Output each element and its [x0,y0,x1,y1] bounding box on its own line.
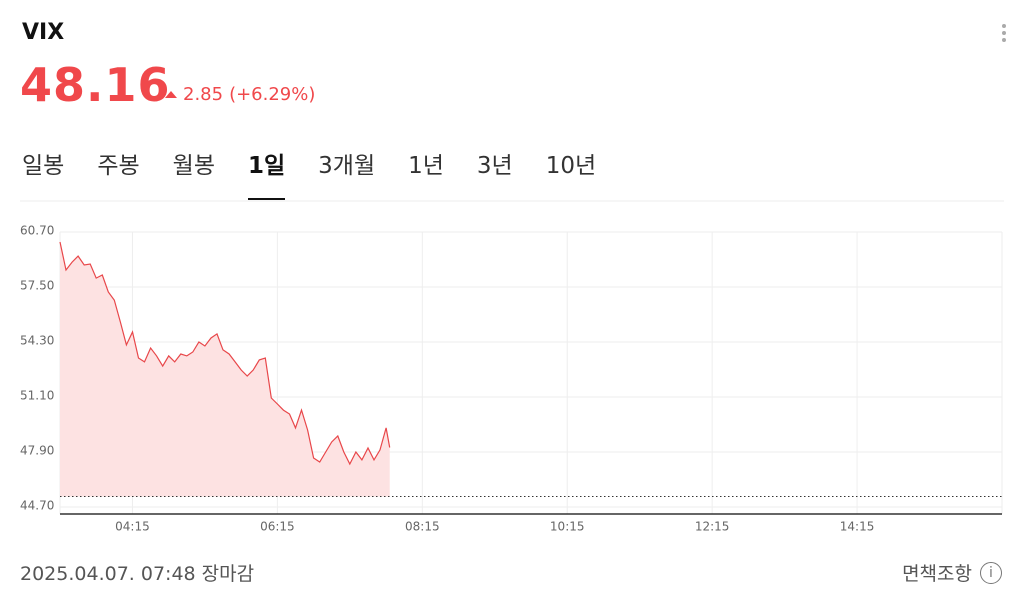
tab[interactable]: 3년 [476,153,513,179]
status: 장마감 [201,563,255,585]
change: 2.85 (+6.29%) [165,84,315,105]
x-tick-label: 06:15 [260,520,295,534]
symbol: VIX [22,20,65,45]
change-pct: (+6.29%) [229,84,316,105]
area [60,242,390,497]
y-tick-label: 54.30 [20,334,54,348]
tab[interactable]: 일봉 [22,153,65,179]
x-tick-label: 08:15 [405,520,440,534]
x-tick-label: 12:15 [695,520,730,534]
tab[interactable]: 주봉 [97,153,140,179]
tabs: 일봉 주봉 월봉 1일 3개월 1년 3년 10년 [22,146,596,200]
tab[interactable]: 1년 [408,153,444,179]
y-tick-label: 47.90 [20,444,54,458]
up-arrow [165,91,177,98]
disclaimer[interactable]: 면책조항 i [902,559,1002,586]
timestamp: 2025.04.07. 07:48 [20,563,196,585]
tab[interactable]: 3개월 [318,153,376,179]
y-tick-label: 51.10 [20,389,54,403]
change-value: 2.85 [183,84,224,105]
x-tick-label: 14:15 [840,520,875,534]
menu[interactable] [1002,24,1006,42]
price-line [59,241,391,466]
x-tick-label: 04:15 [115,520,150,534]
x-tick-label: 10:15 [550,520,585,534]
y-tick-label: 60.70 [20,224,54,238]
footer: 2025.04.07. 07:48 장마감 [20,559,254,586]
info-icon[interactable]: i [980,561,1002,584]
tab[interactable]: 월봉 [172,153,215,179]
tab[interactable]: 1일 [247,146,286,200]
price: 48.16 [20,58,171,112]
y-tick-label: 57.50 [20,279,54,293]
tab[interactable]: 10년 [545,153,597,179]
y-tick-label: 44.70 [20,499,54,513]
disclaimer-text[interactable]: 면책조항 [902,563,972,585]
